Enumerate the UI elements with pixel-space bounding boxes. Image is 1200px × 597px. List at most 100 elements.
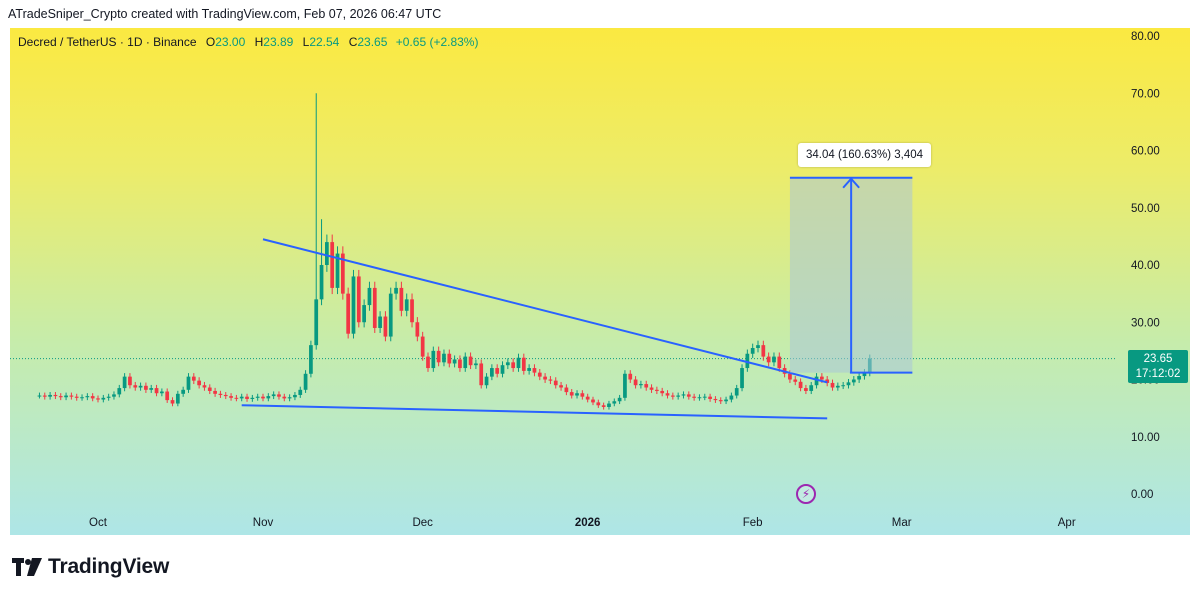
candle-body [335, 253, 340, 288]
candle-body [505, 362, 510, 366]
candle-body [293, 394, 297, 398]
candle-body [644, 384, 649, 388]
candle-body [851, 379, 856, 383]
candle-body [106, 396, 111, 398]
chart-area[interactable]: 80.0070.0060.0050.0040.0030.0020.0010.00… [10, 28, 1190, 535]
y-tick-label: 80.00 [1131, 31, 1160, 43]
candle-body [729, 395, 734, 400]
x-tick-label: 2026 [575, 517, 601, 529]
candle-body [303, 373, 308, 390]
candle-body [521, 357, 526, 371]
y-tick-label: 0.00 [1131, 489, 1153, 501]
candle-body [804, 388, 808, 391]
candle-body [697, 397, 702, 399]
candle-body [117, 388, 122, 395]
price-badge-value: 23.65 [1143, 353, 1173, 365]
candle-body [223, 394, 228, 397]
candle-body [133, 385, 138, 388]
candle-body [48, 394, 52, 397]
candle-body [340, 253, 345, 294]
candle-body [580, 393, 585, 397]
candle-body [761, 345, 766, 357]
candle-body [372, 287, 377, 328]
low-label: L [302, 35, 310, 49]
candle-body [415, 322, 420, 337]
candle-body [649, 387, 654, 390]
candle-body [825, 379, 830, 383]
candle-body [681, 394, 686, 396]
candle-body [575, 393, 579, 396]
candle-body [213, 390, 217, 394]
candle-body [122, 376, 127, 389]
candle-body [798, 381, 803, 389]
candle-body [351, 276, 356, 334]
candle-body [245, 396, 249, 399]
candle-body [516, 357, 521, 369]
candle-body [160, 391, 164, 394]
candle-body [452, 359, 457, 364]
measure-label[interactable]: 34.04 (160.63%) 3,404 [798, 143, 932, 167]
candle-body [229, 396, 233, 398]
high-value: 23.89 [263, 35, 294, 49]
candle-body [793, 379, 798, 382]
candle-body [862, 372, 867, 377]
candle-body [745, 353, 750, 369]
candle-body [665, 393, 670, 396]
candle-body [617, 397, 622, 402]
candle-body [474, 363, 478, 366]
candle-body [282, 396, 287, 399]
candle-body [702, 396, 707, 398]
candle-body [69, 395, 74, 397]
candle-body [170, 400, 175, 404]
candle-body [431, 350, 436, 369]
candle-body [740, 368, 744, 389]
candle-body [128, 376, 132, 386]
candle-body [670, 395, 675, 397]
x-tick-label: Mar [892, 517, 912, 529]
candle-body [37, 395, 42, 397]
candle-body [463, 356, 468, 369]
candle-body [713, 398, 718, 401]
tradingview-logo[interactable]: TradingView [12, 555, 169, 579]
candle-body [750, 348, 755, 354]
y-tick-label: 50.00 [1131, 203, 1160, 215]
candle-body [394, 287, 398, 294]
y-tick-label: 10.00 [1131, 432, 1160, 444]
candle-body [458, 359, 462, 369]
candle-body [388, 293, 393, 337]
candle-body [553, 380, 558, 386]
lightning-icon[interactable]: ⚡ [796, 484, 816, 504]
tradingview-logo-icon [12, 558, 42, 576]
y-tick-label: 60.00 [1131, 146, 1160, 158]
candle-body [591, 399, 595, 403]
candle-body [734, 388, 739, 396]
price-chart[interactable]: 80.0070.0060.0050.0040.0030.0020.0010.00… [10, 28, 1190, 535]
x-tick-label: Apr [1058, 517, 1076, 529]
trendline-lower [241, 404, 828, 420]
candle-body [64, 395, 68, 398]
candle-body [708, 396, 712, 399]
candle-body [181, 389, 186, 394]
candle-body [639, 384, 643, 386]
candle-body [814, 376, 819, 386]
candle-body [271, 394, 276, 397]
header-bar: ATradeSniper_Crypto created with Trading… [0, 0, 1200, 28]
candle-body [207, 387, 212, 391]
candle-body [633, 379, 638, 386]
candle-body [330, 242, 335, 288]
tradingview-brand: TradingView [48, 555, 170, 578]
candle-body [74, 396, 79, 398]
candle-body [144, 385, 148, 390]
symbol-title[interactable]: Decred / TetherUS · 1D · Binance [18, 35, 197, 49]
candle-body [266, 396, 271, 399]
candle-body [367, 287, 372, 306]
chart-caption: ATradeSniper_Crypto created with Trading… [8, 7, 442, 21]
high-label: H [254, 35, 264, 49]
candle-body [548, 379, 553, 381]
x-tick-label: Nov [253, 517, 274, 529]
candle-body [399, 287, 404, 311]
change-value: +0.65 (+2.83%) [395, 35, 479, 49]
price-badge-countdown: 17:12:02 [1135, 368, 1181, 380]
candle-body [186, 376, 191, 390]
candle-body [756, 345, 760, 349]
